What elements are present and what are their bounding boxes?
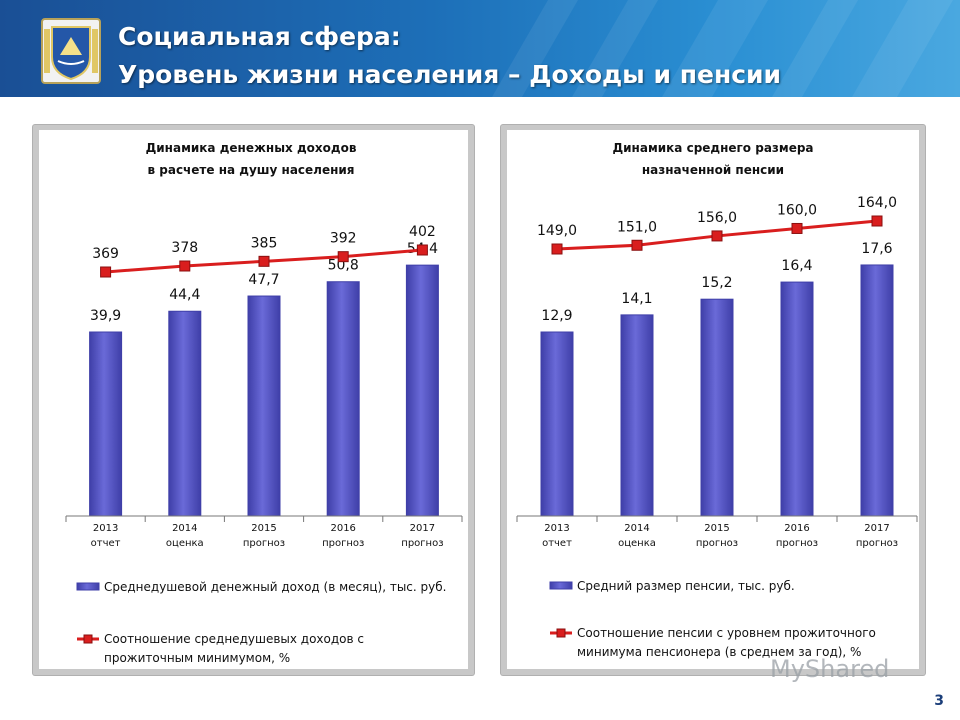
bar — [168, 310, 202, 517]
line-value-label: 378 — [171, 240, 198, 256]
x-tick-label-year: 2014 — [624, 523, 649, 534]
legend-label: Соотношение пенсии с уровнем прожиточног… — [577, 626, 876, 640]
chart-title-line: назначенной пенсии — [642, 163, 784, 177]
bar — [540, 331, 574, 517]
bar — [405, 264, 439, 517]
x-tick-label-status: прогноз — [856, 538, 898, 549]
x-tick-label-status: прогноз — [401, 538, 443, 549]
bar-value-label: 15,2 — [701, 275, 732, 291]
bar-value-label: 12,9 — [541, 308, 572, 324]
x-tick-label-year: 2013 — [544, 523, 569, 534]
line-value-label: 392 — [330, 231, 357, 247]
x-tick-label-status: отчет — [91, 538, 121, 549]
bar-value-label: 39,9 — [90, 308, 121, 324]
pension-chart: Динамика среднего размера назначенной пен… — [516, 141, 918, 659]
slide-title-line1: Социальная сфера: — [118, 22, 401, 51]
bar — [780, 281, 814, 517]
x-tick-label-status: прогноз — [322, 538, 364, 549]
line-point — [631, 239, 643, 251]
x-tick-label-year: 2017 — [864, 523, 889, 534]
legend-line-marker — [556, 628, 566, 638]
pension-chart-panel: Динамика среднего размера назначенной пен… — [501, 125, 925, 675]
bar-value-label: 50,8 — [328, 258, 359, 274]
page-number: 3 — [934, 693, 944, 709]
line-point — [337, 251, 349, 263]
slide-title-line2: Уровень жизни населения – Доходы и пенси… — [118, 60, 782, 89]
bar-value-label: 44,4 — [169, 287, 200, 303]
x-tick-label-year: 2016 — [330, 523, 355, 534]
chart-title-line: Динамика среднего размера — [612, 141, 813, 155]
line-point — [179, 260, 191, 272]
line-value-label: 149,0 — [537, 223, 577, 239]
x-tick-label-status: оценка — [618, 538, 656, 549]
bar-value-label: 17,6 — [861, 241, 892, 257]
bar-value-label: 16,4 — [781, 258, 812, 274]
legend-label: Соотношение среднедушевых доходов с — [104, 632, 364, 646]
line-point — [551, 243, 563, 255]
line-value-label: 402 — [409, 224, 436, 240]
bar — [860, 264, 894, 517]
x-tick-label-status: прогноз — [776, 538, 818, 549]
line-value-label: 369 — [92, 246, 119, 262]
coat-of-arms-icon — [41, 18, 101, 84]
watermark: MyShared — [770, 655, 890, 683]
income-chart-panel: Динамика денежных доходов в расчете на ду… — [33, 125, 474, 675]
legend-line-marker — [83, 634, 93, 644]
line-value-label: 151,0 — [617, 219, 657, 235]
x-tick-label-year: 2016 — [784, 523, 809, 534]
line-point — [100, 266, 112, 278]
line-point — [711, 230, 723, 242]
legend-label: Среднедушевой денежный доход (в месяц), … — [104, 580, 446, 594]
line-point — [871, 215, 883, 227]
x-tick-label-status: прогноз — [696, 538, 738, 549]
bar — [247, 295, 281, 517]
chart-title-line: в расчете на душу населения — [147, 163, 354, 177]
line-value-label: 164,0 — [857, 195, 897, 211]
line-value-label: 160,0 — [777, 202, 817, 218]
slide-header: Социальная сфера: Уровень жизни населени… — [0, 0, 960, 97]
x-tick-label-year: 2013 — [93, 523, 118, 534]
legend-bar-swatch — [76, 582, 100, 591]
x-tick-label-year: 2017 — [410, 523, 435, 534]
income-chart: Динамика денежных доходов в расчете на ду… — [65, 141, 463, 665]
x-tick-label-status: отчет — [542, 538, 572, 549]
legend-label: Средний размер пенсии, тыс. руб. — [577, 579, 795, 593]
bar — [700, 298, 734, 517]
x-tick-label-status: оценка — [166, 538, 204, 549]
line-point — [791, 222, 803, 234]
line-value-label: 156,0 — [697, 210, 737, 226]
legend-label: прожиточным минимумом, % — [104, 651, 290, 665]
x-tick-label-status: прогноз — [243, 538, 285, 549]
bar-value-label: 14,1 — [621, 291, 652, 307]
line-value-label: 385 — [251, 235, 278, 251]
x-tick-label-year: 2015 — [704, 523, 729, 534]
bar — [89, 331, 123, 517]
bar — [620, 314, 654, 517]
line-point — [258, 255, 270, 267]
bar — [326, 281, 360, 517]
bar-value-label: 47,7 — [248, 272, 279, 288]
x-tick-label-year: 2014 — [172, 523, 197, 534]
line-point — [416, 244, 428, 256]
chart-title-line: Динамика денежных доходов — [146, 141, 357, 155]
legend-label: минимума пенсионера (в среднем за год), … — [577, 645, 861, 659]
x-tick-label-year: 2015 — [251, 523, 276, 534]
legend-bar-swatch — [549, 581, 573, 590]
